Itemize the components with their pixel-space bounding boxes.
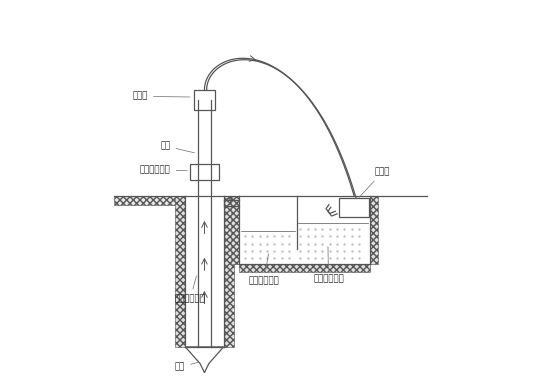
Bar	[190, 164, 219, 180]
Bar	[339, 198, 369, 217]
Text: 沉淤池及沉淤: 沉淤池及沉淤	[249, 254, 279, 285]
Text: 水龙头: 水龙头	[133, 92, 190, 101]
Text: 泥浆循环方向: 泥浆循环方向	[175, 276, 206, 303]
Text: 泥浆泵: 泥浆泵	[359, 167, 390, 198]
Text: 钒机回转装置: 钒机回转装置	[140, 166, 187, 175]
Polygon shape	[370, 196, 373, 205]
Polygon shape	[175, 196, 185, 347]
Bar	[194, 90, 214, 110]
Polygon shape	[185, 347, 223, 373]
Polygon shape	[223, 196, 234, 347]
Polygon shape	[240, 264, 370, 272]
Polygon shape	[231, 196, 240, 264]
Polygon shape	[114, 196, 176, 205]
Polygon shape	[370, 196, 379, 264]
Text: 泥浆池及泥浆: 泥浆池及泥浆	[313, 247, 344, 283]
Text: 钒头: 钒头	[175, 362, 198, 372]
Polygon shape	[233, 196, 240, 205]
Text: 钒杆: 钒杆	[160, 141, 194, 153]
